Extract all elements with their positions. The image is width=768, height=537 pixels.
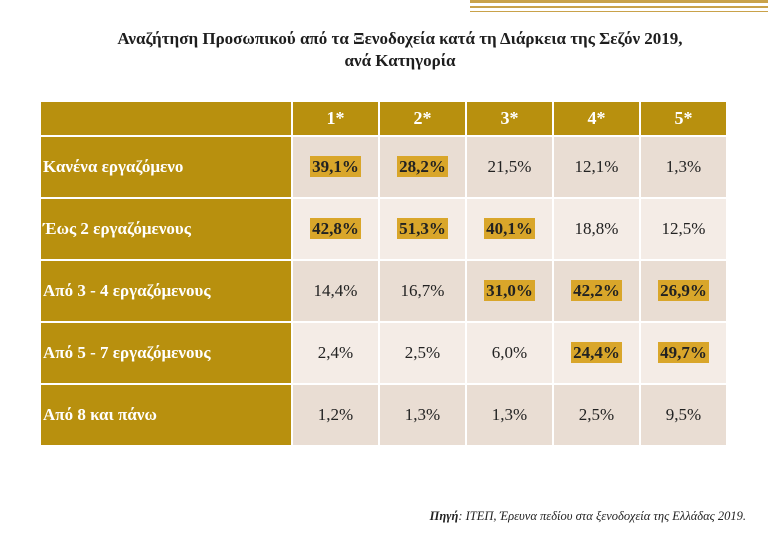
corner-cell <box>39 100 293 137</box>
table-cell: 49,7% <box>639 321 728 385</box>
cell-value: 51,3% <box>397 218 448 239</box>
table-cell: 2,5% <box>378 321 467 385</box>
table-cell: 40,1% <box>465 197 554 261</box>
table-cell: 39,1% <box>291 135 380 199</box>
cell-value: 2,5% <box>404 343 441 362</box>
table-cell: 12,1% <box>552 135 641 199</box>
page-title: Αναζήτηση Προσωπικού από τα Ξενοδοχεία κ… <box>40 28 760 72</box>
table-cell: 14,4% <box>291 259 380 323</box>
column-header: 4* <box>552 100 641 137</box>
cell-value: 28,2% <box>397 156 448 177</box>
cell-value: 6,0% <box>491 343 528 362</box>
title-line-2: ανά Κατηγορία <box>344 51 456 70</box>
column-header: 1* <box>291 100 380 137</box>
table-cell: 1,3% <box>465 383 554 447</box>
table-row: Κανένα εργαζόμενο 39,1% 28,2% 21,5% 12,1… <box>39 135 728 199</box>
row-label: Κανένα εργαζόμενο <box>39 135 293 199</box>
column-header: 3* <box>465 100 554 137</box>
row-label: Από 8 και πάνω <box>39 383 293 447</box>
table-cell: 24,4% <box>552 321 641 385</box>
source-note: Πηγή: ΙΤΕΠ, Έρευνα πεδίου στα ξενοδοχεία… <box>430 509 746 524</box>
cell-value: 42,2% <box>571 280 622 301</box>
source-text: : ΙΤΕΠ, Έρευνα πεδίου στα ξενοδοχεία της… <box>458 509 746 523</box>
cell-value: 39,1% <box>310 156 361 177</box>
table-cell: 1,3% <box>378 383 467 447</box>
data-table: 1* 2* 3* 4* 5* Κανένα εργαζόμενο 39,1% 2… <box>39 100 728 447</box>
table-row: Έως 2 εργαζόμενους 42,8% 51,3% 40,1% 18,… <box>39 197 728 261</box>
source-label: Πηγή <box>429 509 459 523</box>
cell-value: 2,4% <box>317 343 354 362</box>
column-header: 2* <box>378 100 467 137</box>
table-cell: 26,9% <box>639 259 728 323</box>
column-header: 5* <box>639 100 728 137</box>
row-label: Από 5 - 7 εργαζόμενους <box>39 321 293 385</box>
table-cell: 2,5% <box>552 383 641 447</box>
title-line-1: Αναζήτηση Προσωπικού από τα Ξενοδοχεία κ… <box>117 29 683 48</box>
cell-value: 9,5% <box>665 405 702 424</box>
table-cell: 9,5% <box>639 383 728 447</box>
cell-value: 24,4% <box>571 342 622 363</box>
table-cell: 42,8% <box>291 197 380 261</box>
table-row: Από 5 - 7 εργαζόμενους 2,4% 2,5% 6,0% 24… <box>39 321 728 385</box>
table-cell: 28,2% <box>378 135 467 199</box>
table-row: Από 3 - 4 εργαζόμενους 14,4% 16,7% 31,0%… <box>39 259 728 323</box>
table-cell: 18,8% <box>552 197 641 261</box>
cell-value: 14,4% <box>313 281 358 300</box>
cell-value: 1,2% <box>317 405 354 424</box>
cell-value: 42,8% <box>310 218 361 239</box>
cell-value: 1,3% <box>404 405 441 424</box>
row-label: Από 3 - 4 εργαζόμενους <box>39 259 293 323</box>
cell-value: 21,5% <box>487 157 532 176</box>
cell-value: 2,5% <box>578 405 615 424</box>
table-cell: 12,5% <box>639 197 728 261</box>
table-cell: 42,2% <box>552 259 641 323</box>
cell-value: 12,5% <box>661 219 706 238</box>
decorative-top-rule <box>470 0 768 14</box>
cell-value: 26,9% <box>658 280 709 301</box>
table-cell: 21,5% <box>465 135 554 199</box>
table-cell: 6,0% <box>465 321 554 385</box>
table-row: Από 8 και πάνω 1,2% 1,3% 1,3% 2,5% 9,5% <box>39 383 728 447</box>
cell-value: 12,1% <box>574 157 619 176</box>
cell-value: 1,3% <box>665 157 702 176</box>
table-cell: 51,3% <box>378 197 467 261</box>
table-cell: 16,7% <box>378 259 467 323</box>
cell-value: 31,0% <box>484 280 535 301</box>
table-cell: 1,2% <box>291 383 380 447</box>
cell-value: 49,7% <box>658 342 709 363</box>
cell-value: 18,8% <box>574 219 619 238</box>
row-label: Έως 2 εργαζόμενους <box>39 197 293 261</box>
header-row: 1* 2* 3* 4* 5* <box>39 100 728 137</box>
table-cell: 2,4% <box>291 321 380 385</box>
table-cell: 1,3% <box>639 135 728 199</box>
cell-value: 16,7% <box>400 281 445 300</box>
table-cell: 31,0% <box>465 259 554 323</box>
cell-value: 40,1% <box>484 218 535 239</box>
cell-value: 1,3% <box>491 405 528 424</box>
